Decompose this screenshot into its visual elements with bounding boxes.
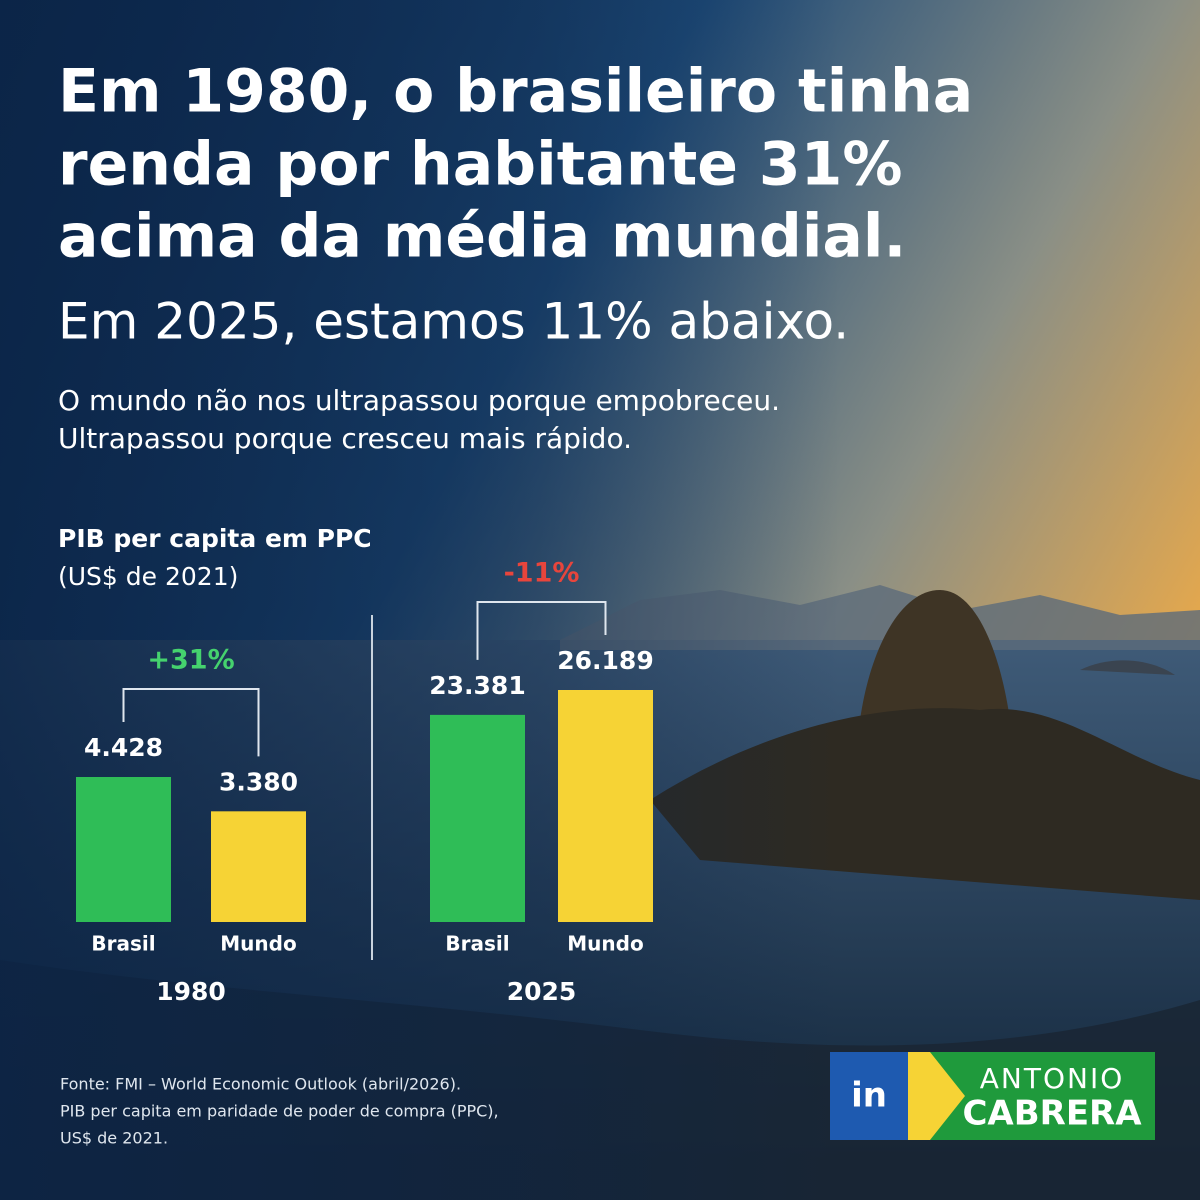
bar xyxy=(76,777,171,922)
bar xyxy=(430,714,525,922)
subtitle-line: Ultrapassou porque cresceu mais rápido. xyxy=(58,422,632,455)
subtitle-line: O mundo não nos ultrapassou porque empob… xyxy=(58,384,780,417)
category-label: Brasil xyxy=(91,932,155,956)
value-label: 26.189 xyxy=(557,646,653,675)
annotation: -11% xyxy=(504,558,580,589)
headline-line: Em 1980, o brasileiro tinha xyxy=(58,57,973,127)
value-label: 3.380 xyxy=(219,767,298,796)
chart-subtitle: (US$ de 2021) xyxy=(58,562,238,591)
source-line: US$ de 2021. xyxy=(60,1129,168,1148)
bar xyxy=(558,690,653,922)
bar xyxy=(211,811,306,922)
logo-icon: in xyxy=(851,1076,887,1116)
headline-line: renda por habitante 31% xyxy=(58,130,902,200)
value-label: 4.428 xyxy=(84,733,163,762)
logo: in ANTONIO CABRERA xyxy=(830,1052,1155,1140)
source-line: PIB per capita em paridade de poder de c… xyxy=(60,1102,499,1121)
logo-arrow xyxy=(905,1052,965,1140)
logo-icon-box xyxy=(830,1052,908,1140)
value-label: 23.381 xyxy=(429,671,525,700)
category-label: Mundo xyxy=(567,932,643,956)
bracket xyxy=(122,688,260,757)
chart-title: PIB per capita em PPC xyxy=(58,524,372,553)
source-line: Fonte: FMI – World Economic Outlook (abr… xyxy=(60,1075,461,1094)
headline-line: acima da média mundial. xyxy=(58,202,906,272)
headline-light: Em 2025, estamos 11% abaixo. xyxy=(58,293,849,351)
charts: 4.428 Brasil 3.380 Mundo +31% 1980 23.381 Brasi… xyxy=(76,558,654,1006)
annotation: +31% xyxy=(147,645,234,676)
group-label: 1980 xyxy=(156,977,226,1006)
group-label: 2025 xyxy=(507,977,577,1006)
category-label: Mundo xyxy=(220,932,296,956)
logo-first-name: ANTONIO xyxy=(980,1062,1124,1095)
bracket xyxy=(476,601,607,660)
category-label: Brasil xyxy=(445,932,509,956)
logo-last-name: CABRERA xyxy=(962,1094,1142,1134)
